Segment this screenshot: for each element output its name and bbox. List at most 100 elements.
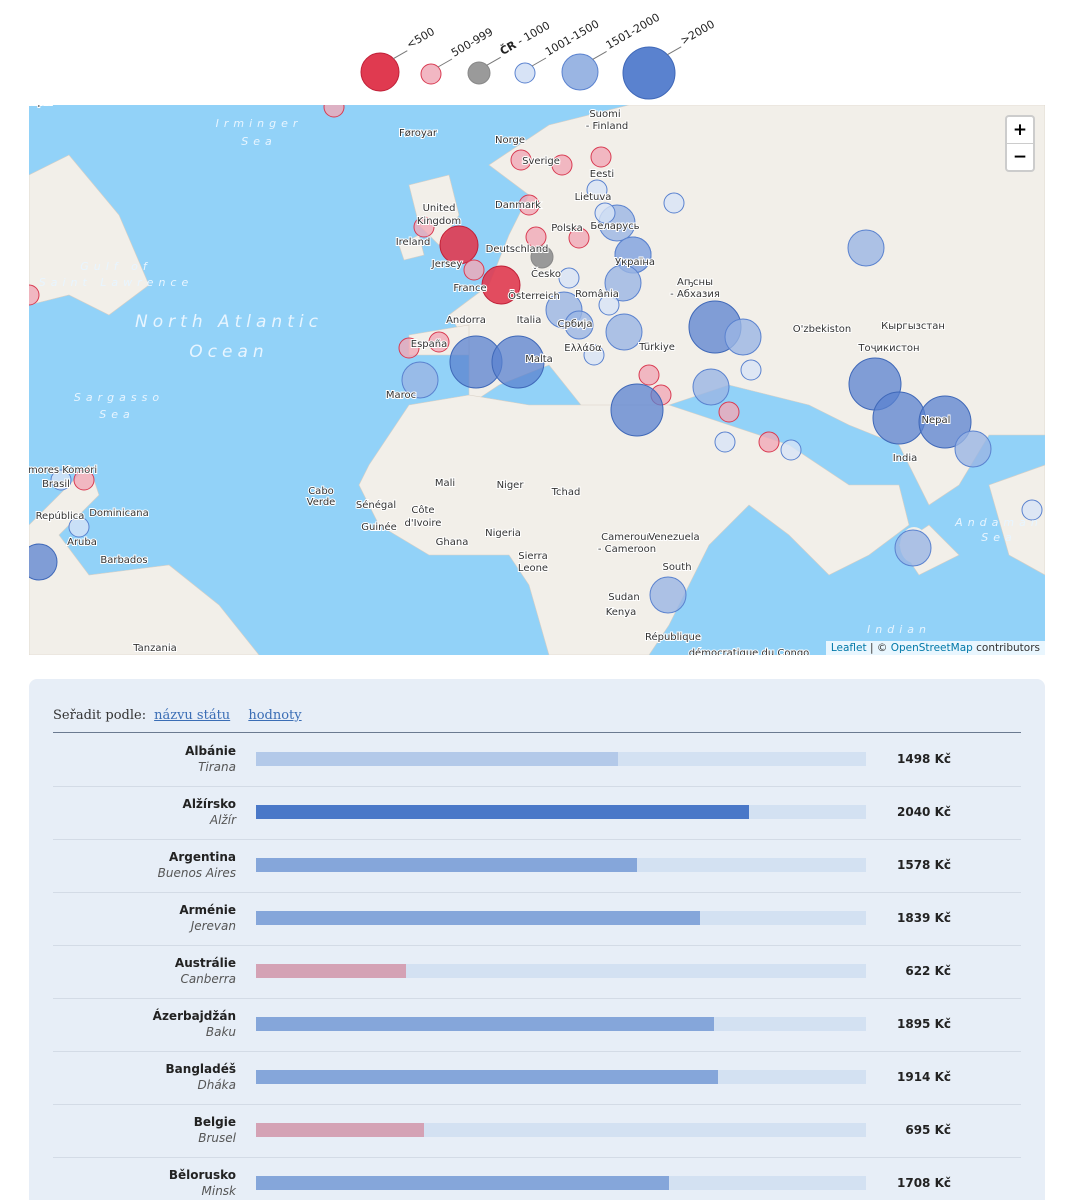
zoom-out[interactable]: − [1007, 143, 1033, 170]
sort-by-value[interactable]: hodnoty [248, 708, 302, 723]
map-label: Беларусь [590, 221, 639, 232]
map-label: Tanzania [132, 643, 177, 654]
map-label: Аҧсны [677, 277, 713, 288]
map-label: Italia [517, 315, 542, 326]
map-label: United [423, 203, 456, 214]
map-label: Føroyar [399, 128, 438, 139]
bar [256, 1123, 424, 1137]
capital-name: Alžír [209, 813, 236, 827]
country-name: Bangladéš [165, 1062, 236, 1076]
map-label: Brasil [42, 479, 70, 490]
capital-name: Buenos Aires [157, 866, 236, 880]
country-name: Belgie [193, 1115, 236, 1129]
map-label: Србија [558, 318, 593, 330]
legend-leader [666, 46, 682, 56]
value-label: 1498 Kč [897, 752, 951, 766]
value-label: 1708 Kč [897, 1176, 951, 1190]
map-label: France [453, 283, 486, 294]
country-row: Bělorusko Minsk 1708 Kč [53, 1157, 1021, 1200]
map-label: Nepal [922, 415, 951, 426]
map-label: Deutschland [486, 244, 549, 255]
bar [256, 1017, 714, 1031]
map-label: Україна [615, 257, 655, 268]
map-label: Guyana [29, 105, 48, 108]
map-label: República [36, 510, 85, 522]
map-label: Maroc [386, 390, 416, 401]
map-label: Danmark [495, 200, 541, 211]
sea-label: Sea [99, 408, 135, 421]
capital-name: Dháka [197, 1078, 236, 1092]
legend-swatch [360, 52, 400, 92]
bar [256, 964, 407, 978]
country-row: Belgie Brusel 695 Kč [53, 1104, 1021, 1158]
list-panel: Seřadit podle: názvu státu hodnoty Albáni… [29, 679, 1045, 1200]
sea-label: Andaman [954, 516, 1043, 529]
map-label: République [645, 631, 701, 643]
sea-label: Sargasso [74, 391, 164, 404]
map-label: Ghana [436, 537, 469, 548]
zoom-in[interactable]: + [1012, 120, 1028, 140]
map-label: démocratique du Congo [689, 647, 810, 655]
bar-track [256, 752, 866, 766]
legend-label: 1001-1500 [543, 17, 601, 58]
country-name: Austrálie [174, 956, 236, 970]
leaflet-link[interactable]: Leaflet [830, 642, 867, 654]
map-label: d'Ivoire [405, 518, 442, 529]
legend-label: ČR - 1000 [498, 19, 553, 58]
legend-swatch [622, 46, 676, 100]
map-label: Türkiye [638, 342, 675, 353]
legend-label: 500-999 [449, 25, 495, 59]
legend-swatch [420, 63, 442, 85]
map-label: Sierra [518, 551, 547, 562]
map-label: Jersey [431, 259, 463, 270]
sort-by-name[interactable]: názvu státu [154, 708, 231, 723]
bar-track [256, 1176, 866, 1190]
country-name: Alžírsko [182, 797, 236, 811]
map-label: Guinée [361, 521, 397, 533]
country-name: Albánie [185, 744, 236, 758]
legend-label: >2000 [678, 18, 717, 48]
map-label: Barbados [100, 555, 147, 566]
osm-link[interactable]: OpenStreetMap [890, 642, 973, 654]
map-label: O'zbekiston [793, 324, 852, 335]
map-label: Leone [518, 563, 548, 574]
map-label: Niger [497, 480, 525, 491]
bar [256, 805, 749, 819]
map-label: Sénégal [356, 499, 396, 511]
zoom-control: + − [1005, 115, 1035, 172]
legend-leader [393, 50, 408, 60]
map-label: - Абхазия [670, 289, 720, 300]
capital-name: Jerevan [190, 919, 236, 933]
bar-track [256, 1123, 866, 1137]
divider [53, 732, 1021, 733]
legend-label-text: 1001-1500 [543, 17, 601, 58]
map-label: Polska [551, 223, 583, 234]
legend-swatch [514, 62, 536, 84]
map-label: Kingdom [417, 216, 461, 227]
map-label: Venezuela [648, 532, 699, 543]
value-label: 2040 Kč [897, 805, 951, 819]
map[interactable]: Irminger Sea North Atlantic Ocean Gulf of Sai… [29, 105, 1045, 655]
map-label: Tchad [551, 487, 581, 498]
country-row: Bangladéš Dháka 1914 Kč [53, 1051, 1021, 1105]
country-name: Argentina [169, 850, 236, 864]
legend-leader [486, 56, 501, 66]
map-label: Andorra [446, 315, 486, 326]
map-label: Côte [411, 504, 434, 516]
country-row: Argentina Buenos Aires 1578 Kč [53, 839, 1021, 893]
legend-leader [437, 58, 453, 68]
legend-label-text: >2000 [678, 18, 717, 48]
country-name: Ázerbajdžán [152, 1009, 236, 1023]
map-label: Cabo [308, 486, 334, 497]
legend-label-text: <500 [404, 25, 437, 51]
map-bubbles[interactable] [29, 105, 1043, 614]
map-label: Kenya [606, 607, 637, 618]
map-label: Dominicana [89, 508, 149, 519]
legend-label: <500 [404, 25, 437, 51]
map-tiles: Irminger Sea North Atlantic Ocean Gulf of Sai… [29, 105, 1045, 655]
map-labels: Irminger Sea North Atlantic Ocean Gulf of Sai… [29, 105, 1043, 655]
map-label: Cameroun [601, 532, 653, 543]
bar [256, 911, 701, 925]
value-label: 1839 Kč [897, 911, 951, 925]
sea-label: Irminger [216, 117, 303, 130]
